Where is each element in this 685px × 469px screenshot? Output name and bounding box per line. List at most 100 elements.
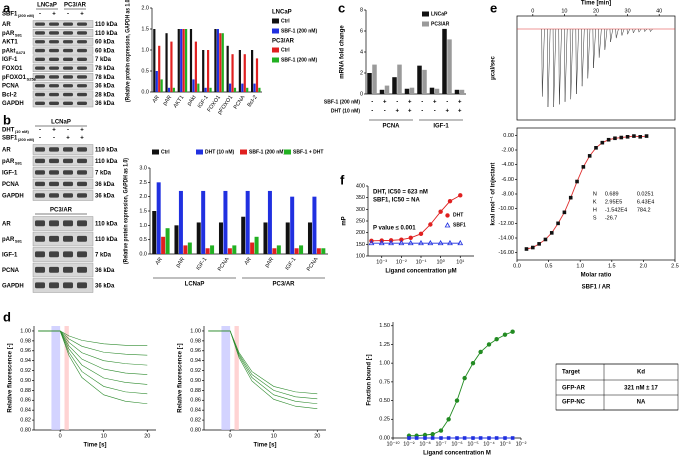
marker [462,375,467,381]
bar [155,71,158,92]
condition-label: DHT (10 nM) [331,108,361,114]
blot-band [63,282,73,289]
blot-band [35,57,45,62]
blot-band [77,147,87,152]
group-label: PCNA [382,124,400,130]
band-name: GAPDH [2,283,24,289]
blot-band [77,75,87,79]
condition-sign: - [371,100,373,106]
treatment-sign: + [80,136,84,142]
y-tick-label: 0.96 [190,348,201,354]
marker [439,436,443,440]
treatment-sign: + [66,136,70,142]
y-tick-label: -10.00 [498,206,514,212]
y-tick-label: 0.88 [190,388,201,394]
blot-band [77,31,87,35]
band-size: 60 kDa [95,40,115,46]
condition-sign: + [408,109,412,115]
legend-swatch [272,18,279,24]
marker [430,432,435,437]
bar [189,29,193,92]
treatment-sign: - [39,136,41,142]
marker [486,342,492,347]
band-name: GAPDH [2,193,24,199]
x-tick-label: 0.0 [513,263,521,269]
marker [531,245,535,250]
bar [161,236,166,254]
treatment-unit: (200 nM) [18,137,35,142]
treatment-sign: + [80,12,84,18]
injection-peak [603,28,608,50]
fit-parameter: 784.2 [637,207,651,213]
marker [587,154,592,158]
table-cell: GFP-NC [562,400,586,406]
marker [549,231,554,235]
marker [581,165,586,169]
x-tick-label: 10 [101,433,107,439]
treatment-sign: - [53,136,55,142]
bar [180,29,183,92]
x-tick-label: 10⁻³ [500,441,511,447]
bar [434,88,440,94]
blot-band [63,158,73,164]
band-name: FOXO1 [2,66,23,72]
y-tick-label: 1.5 [139,208,147,214]
marker [494,436,499,440]
y-tick-label: 1.00 [190,328,201,334]
bar [152,211,157,254]
blot-band [63,31,73,35]
y-tick-label: -8.00 [501,191,514,197]
legend-label: LNCaP [431,11,448,17]
marker [444,222,451,228]
y-axis-label: kcal mol⁻¹ of injectant [490,163,497,226]
marker [632,134,636,138]
y-tick-label: 150 [356,242,365,248]
legend-label: SBF-1 (200 nM) [249,149,285,155]
fit-parameter: 6.43E4 [637,199,654,205]
legend-group: PC3/AR [272,39,295,45]
marker [568,195,573,200]
blot-band [35,22,45,26]
y-tick-label: 2.5 [139,180,147,186]
legend-swatch [152,149,159,155]
injection-peak [621,28,625,36]
marker [462,436,467,440]
blot-band [77,181,87,187]
x-axis-label: Time [s] [254,443,277,449]
condition-sign: + [408,100,412,106]
marker [368,239,375,246]
y-tick-label: 0.84 [190,408,201,414]
y-tick-label: 0.86 [190,398,201,404]
blot-band [77,22,87,26]
x-tick-label: 40 [656,8,662,14]
bar [372,64,377,94]
table-header: Kd [637,370,645,376]
band-size: 7 kDa [95,252,112,258]
fit-parameter: -26.7 [605,215,618,221]
y-tick-label: 1.00 [379,361,390,367]
legend-swatch [196,149,203,155]
legend-swatch [272,28,279,34]
blot-band [49,235,59,242]
marker [438,209,443,214]
bar [219,33,222,92]
group-label: IGF-1 [433,124,449,130]
category-label: pAR [264,257,275,269]
bar [272,248,277,254]
injection-peak [586,28,591,79]
marker [423,436,427,440]
bar [316,248,321,254]
marker [445,213,450,218]
blot-band [35,170,45,175]
y-tick-label: 1.00 [20,328,31,334]
injection-peak [638,28,642,33]
bar [258,87,261,92]
x-tick-label: 20 [314,433,320,439]
treatment-sign: + [52,128,56,134]
injection-peak [615,28,619,39]
marker [428,222,433,227]
blot-band [63,84,73,88]
category-label: pAR [162,95,173,107]
marker [594,146,598,150]
